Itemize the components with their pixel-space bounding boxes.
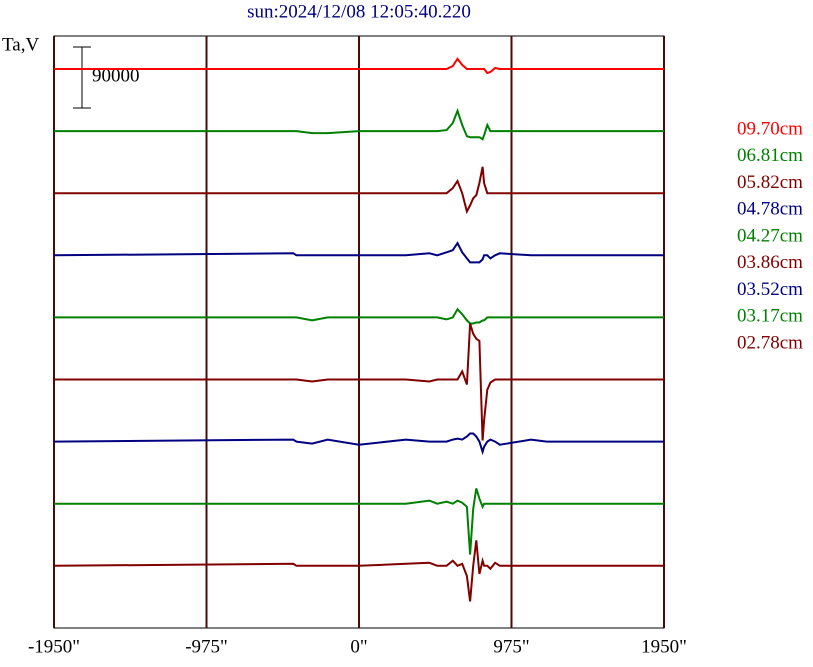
legend-label: 03.52cm: [737, 279, 803, 300]
scale-bar-label: 90000: [92, 65, 140, 86]
x-tick-label: 1950": [641, 636, 687, 657]
trace: [53, 540, 664, 602]
legend-label: 05.82cm: [737, 172, 803, 193]
legend-label: 06.81cm: [737, 145, 803, 166]
trace: [54, 107, 664, 141]
legend-label: 02.78cm: [737, 332, 803, 353]
legend-label: 04.78cm: [737, 199, 803, 220]
legend-label: 09.70cm: [737, 118, 803, 139]
legend-label: 03.17cm: [737, 306, 803, 327]
x-tick-label: -975": [185, 636, 228, 657]
trace: [53, 432, 664, 456]
legend-label: 03.86cm: [737, 252, 803, 273]
trace: [54, 323, 664, 441]
y-axis-label: Ta,V: [2, 34, 39, 55]
x-tick-label: 975": [493, 636, 529, 657]
trace: [54, 166, 664, 215]
trace: [54, 307, 664, 325]
trace: [54, 488, 664, 555]
trace: [54, 57, 664, 75]
x-tick-label: -1950": [28, 636, 80, 657]
chart-title: sun:2024/12/08 12:05:40.220: [247, 1, 471, 22]
scale-bar: [73, 46, 91, 109]
legend-label: 04.27cm: [737, 225, 803, 246]
x-tick-label: 0": [350, 636, 367, 657]
trace: [53, 241, 664, 264]
